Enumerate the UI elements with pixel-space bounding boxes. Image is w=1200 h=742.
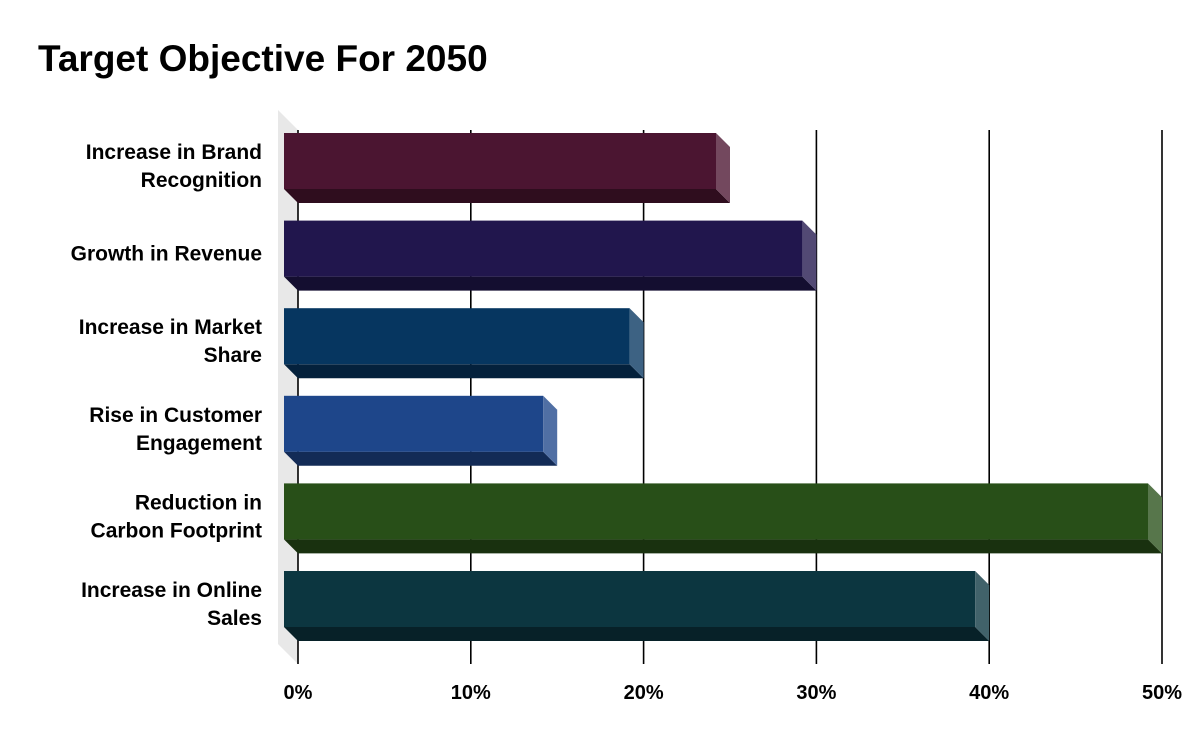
bar <box>284 571 990 641</box>
bar-front-face <box>284 308 630 365</box>
bar-end-cap <box>975 571 990 641</box>
category-label: Growth in Revenue <box>71 243 262 266</box>
category-labels: Increase in Brand Recognition Growth in Re… <box>71 141 262 630</box>
x-tick-label: 0% <box>284 682 313 704</box>
category-label: Increase in Brand <box>86 141 262 164</box>
bar <box>284 395 558 466</box>
bar-end-cap <box>716 133 730 203</box>
bars <box>284 133 1162 641</box>
chart-title: Target Objective For 2050 <box>38 38 488 79</box>
bar-end-cap <box>1148 483 1162 554</box>
tick-labels: 0% 10% 20% 30% 40% 50% <box>284 682 1183 704</box>
bar-end-cap <box>543 395 558 466</box>
bar-front-face <box>284 483 1148 540</box>
x-tick-label: 30% <box>796 682 836 704</box>
category-label: Share <box>204 344 262 367</box>
category-label: Sales <box>207 607 262 630</box>
bar-bottom-face <box>284 276 817 291</box>
category-label: Increase in Online <box>81 579 262 602</box>
category-label: Recognition <box>141 169 262 192</box>
bar <box>284 220 817 291</box>
bar <box>284 308 644 379</box>
category-label: Reduction in <box>135 491 262 514</box>
bar-front-face <box>284 571 976 627</box>
bar-bottom-face <box>284 451 558 466</box>
bar-bottom-face <box>284 364 644 379</box>
bar-front-face <box>284 133 716 189</box>
bar-front-face <box>284 395 544 452</box>
bar-bottom-face <box>284 539 1162 554</box>
bar-bottom-face <box>284 627 990 641</box>
x-tick-label: 40% <box>969 682 1009 704</box>
x-tick-label: 10% <box>451 682 491 704</box>
x-tick-label: 20% <box>624 682 664 704</box>
bar-end-cap <box>629 308 644 379</box>
bar-end-cap <box>802 220 817 291</box>
category-label: Rise in Customer <box>89 404 262 427</box>
x-tick-label: 50% <box>1142 682 1182 704</box>
bar <box>284 133 730 203</box>
category-label: Carbon Footprint <box>91 519 262 542</box>
bar-bottom-face <box>284 189 730 203</box>
bar-front-face <box>284 220 803 277</box>
category-label: Engagement <box>136 432 262 455</box>
category-label: Increase in Market <box>79 316 262 339</box>
bar <box>284 483 1162 554</box>
